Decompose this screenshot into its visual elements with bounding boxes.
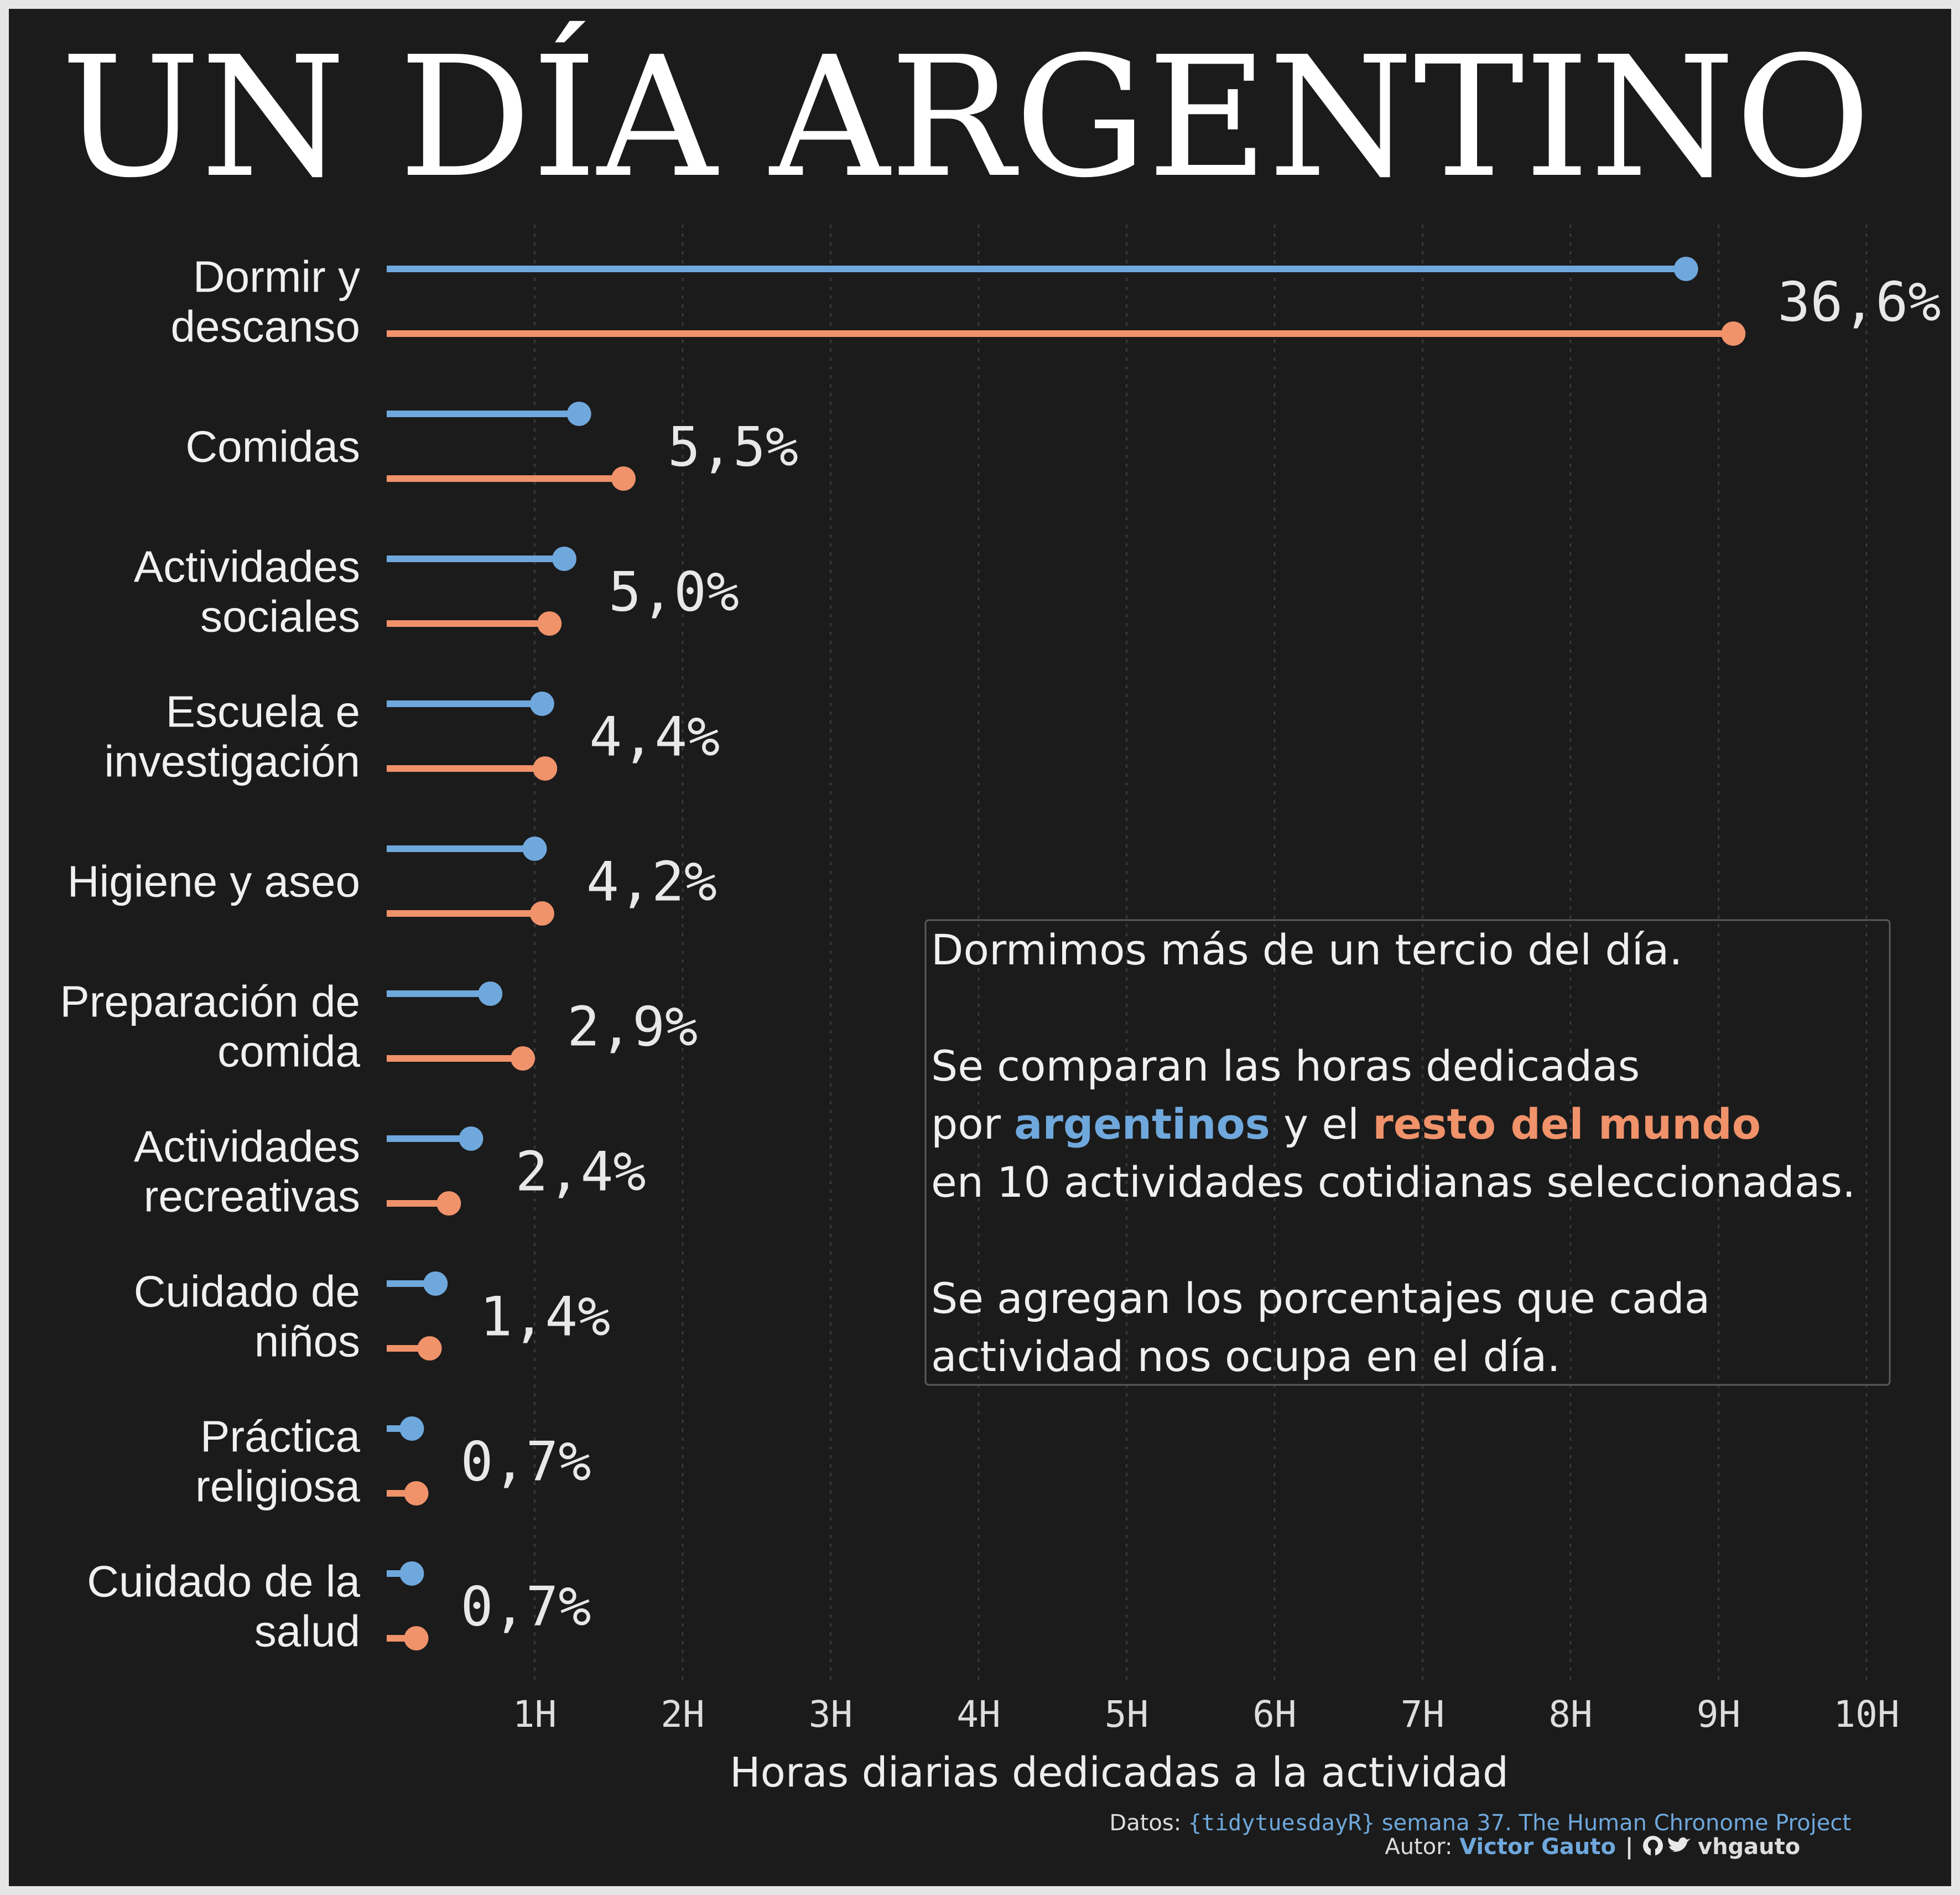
twitter-icon: [1667, 1837, 1691, 1852]
x-tick-label: 3H: [809, 1693, 852, 1736]
category-label: recreativas: [144, 1172, 360, 1221]
chart-marks: [387, 257, 1746, 1650]
caption-author-name: Victor Gauto: [1459, 1834, 1616, 1860]
x-tick-label: 10H: [1833, 1693, 1899, 1736]
x-tick-label: 5H: [1105, 1693, 1148, 1736]
percent-label: 0,7%: [461, 1576, 591, 1639]
category-label: religiosa: [195, 1462, 360, 1511]
annotation-border: [924, 919, 1891, 1386]
argentina-point: [459, 1126, 483, 1151]
percent-label: 36,6%: [1777, 271, 1941, 334]
world-point: [1721, 321, 1746, 346]
grid-lines: [534, 225, 1868, 1680]
category-label: comida: [217, 1027, 360, 1076]
category-label: Escuela e: [166, 687, 360, 736]
category-label: investigación: [105, 737, 361, 786]
category-label: Cuidado de la: [87, 1557, 360, 1606]
category-label: sociales: [200, 592, 360, 641]
category-label: descanso: [171, 302, 360, 351]
annotation-line-1: Dormimos más de un tercio del día.: [931, 925, 1682, 974]
percent-label: 4,4%: [589, 706, 720, 769]
category-label: salud: [254, 1607, 360, 1656]
caption-author-text: Autor: Victor Gauto: [1385, 1834, 1616, 1860]
world-point: [529, 901, 554, 926]
annotation-argentinos: argentinos: [1014, 1099, 1270, 1149]
argentina-point: [566, 402, 591, 426]
annotation-line-3: por argentinos y el resto del mundo: [931, 1099, 1761, 1149]
percent-label: 1,4%: [480, 1286, 610, 1349]
argentina-point: [522, 837, 547, 861]
category-label: Práctica: [200, 1412, 360, 1461]
category-label: Comidas: [185, 422, 360, 471]
x-tick-label: 8H: [1548, 1693, 1592, 1736]
category-label: Higiene y aseo: [67, 857, 360, 906]
x-tick-label: 2H: [661, 1693, 704, 1736]
x-tick-label: 7H: [1401, 1693, 1444, 1736]
argentina-point: [552, 547, 576, 571]
caption-source-rest: semana 37. The Human Chronome Project: [1375, 1810, 1851, 1836]
annotation-y-el: y el: [1270, 1099, 1372, 1149]
x-tick-label: 1H: [513, 1693, 557, 1736]
category-label: Actividades: [134, 542, 360, 591]
percent-label: 5,5%: [668, 416, 798, 479]
github-icon: [1643, 1836, 1663, 1856]
caption-datos-label: Datos:: [1109, 1810, 1188, 1836]
world-point: [404, 1626, 429, 1650]
x-axis-ticks: 1H 2H 3H 4H 5H 6H 7H 8H 9H 10H: [513, 1693, 1900, 1736]
argentina-point: [423, 1271, 448, 1296]
caption-source: Datos: {tidytuesdayR} semana 37. The Hum…: [1109, 1810, 1851, 1836]
caption-source-pkg: {tidytuesdayR}: [1188, 1810, 1375, 1836]
category-label: Preparación de: [60, 977, 360, 1026]
category-label: niños: [254, 1317, 360, 1366]
x-tick-label: 6H: [1252, 1693, 1296, 1736]
category-labels: Dormir ydescansoComidasActividadessocial…: [60, 252, 360, 1656]
category-label: Dormir y: [193, 252, 360, 302]
x-axis-label: Horas diarias dedicadas a la actividad: [730, 1749, 1509, 1797]
percent-label: 5,0%: [609, 561, 739, 624]
annotation-line-6: actividad nos ocupa en el día.: [931, 1332, 1561, 1381]
caption-separator: |: [1625, 1834, 1634, 1860]
world-point: [533, 756, 558, 781]
argentina-point: [1673, 257, 1698, 281]
caption-author: Autor: Victor Gauto | vhgauto: [1385, 1834, 1800, 1860]
x-tick-label: 4H: [956, 1693, 1000, 1736]
annotation-por: por: [931, 1099, 1014, 1149]
x-tick-label: 9H: [1697, 1693, 1740, 1736]
argentina-point: [529, 692, 554, 716]
world-point: [611, 466, 636, 491]
annotation-line-4: en 10 actividades cotidianas seleccionad…: [931, 1157, 1855, 1207]
annotation-line-2: Se comparan las horas dedicadas: [931, 1041, 1640, 1091]
caption-autor-label: Autor:: [1385, 1834, 1459, 1860]
chart-title: UN DÍA ARGENTINO: [61, 19, 1871, 214]
chart-frame: UN DÍA ARGENTINO Dormir y descanso Comidas…: [9, 9, 1951, 1886]
percent-label: 2,9%: [567, 996, 698, 1059]
category-label: Cuidado de: [134, 1267, 360, 1316]
world-point: [511, 1046, 536, 1071]
argentina-point: [399, 1416, 424, 1441]
world-point: [417, 1336, 442, 1361]
argentina-point: [399, 1561, 424, 1586]
category-label: Actividades: [134, 1122, 360, 1171]
percent-labels: 36,6% 5,5% 5,0% 4,4% 4,2% 2,9% 2,4% 1,4% 0,7% 0,7…: [461, 271, 1941, 1639]
argentina-point: [478, 982, 503, 1006]
world-point: [436, 1191, 461, 1216]
world-point: [537, 611, 562, 636]
annotation-line-5: Se agregan los porcentajes que cada: [931, 1274, 1710, 1323]
percent-label: 0,7%: [461, 1431, 591, 1494]
annotation-resto-del-mundo: resto del mundo: [1372, 1099, 1761, 1149]
world-point: [404, 1481, 429, 1505]
percent-label: 4,2%: [586, 851, 717, 914]
caption-handle: vhgauto: [1698, 1834, 1800, 1860]
percent-label: 2,4%: [515, 1141, 646, 1204]
annotation-box: Dormimos más de un tercio del día. Se co…: [924, 919, 1891, 1386]
